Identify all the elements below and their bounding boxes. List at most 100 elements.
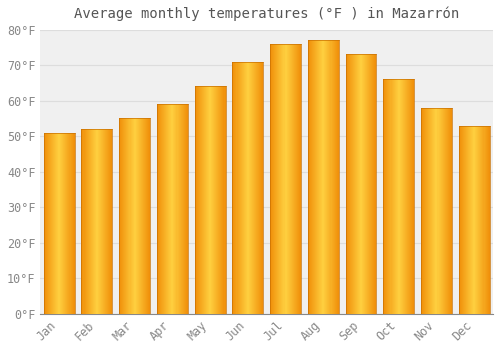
Bar [429, 108, 430, 314]
Bar [467, 126, 468, 314]
Bar [394, 79, 396, 314]
Bar [434, 108, 436, 314]
Bar [128, 118, 130, 314]
Bar [205, 86, 206, 314]
Bar [348, 55, 350, 314]
Bar [292, 44, 293, 314]
Bar [308, 40, 309, 314]
Bar [357, 55, 358, 314]
Bar [211, 86, 212, 314]
Bar [165, 104, 166, 314]
Bar [168, 104, 170, 314]
Bar [144, 118, 145, 314]
Bar [119, 118, 120, 314]
Bar [430, 108, 432, 314]
Bar [210, 86, 211, 314]
Bar [299, 44, 300, 314]
Bar [182, 104, 184, 314]
Bar [251, 62, 252, 314]
Bar [68, 133, 70, 314]
Bar [320, 40, 321, 314]
Bar [250, 62, 251, 314]
Bar [482, 126, 484, 314]
Bar [222, 86, 224, 314]
Bar [460, 126, 461, 314]
Bar [355, 55, 356, 314]
Bar [447, 108, 448, 314]
Bar [280, 44, 281, 314]
Bar [206, 86, 207, 314]
Bar [136, 118, 138, 314]
Bar [332, 40, 334, 314]
Bar [88, 129, 90, 314]
Bar [213, 86, 214, 314]
Bar [247, 62, 248, 314]
Bar [166, 104, 167, 314]
Bar [356, 55, 357, 314]
Bar [141, 118, 142, 314]
Bar [134, 118, 136, 314]
Bar [234, 62, 236, 314]
Bar [145, 118, 146, 314]
Bar [440, 108, 442, 314]
Bar [484, 126, 486, 314]
Bar [53, 133, 54, 314]
Bar [100, 129, 101, 314]
Bar [236, 62, 238, 314]
Bar [270, 44, 271, 314]
Bar [224, 86, 226, 314]
Bar [472, 126, 473, 314]
Bar [202, 86, 203, 314]
Bar [108, 129, 110, 314]
Bar [428, 108, 429, 314]
Bar [282, 44, 284, 314]
Bar [398, 79, 400, 314]
Bar [120, 118, 121, 314]
Bar [184, 104, 186, 314]
Bar [486, 126, 488, 314]
Bar [366, 55, 367, 314]
Bar [458, 126, 460, 314]
Bar [160, 104, 161, 314]
Bar [405, 79, 406, 314]
Bar [402, 79, 403, 314]
Bar [310, 40, 311, 314]
Bar [163, 104, 164, 314]
Bar [51, 133, 52, 314]
Bar [214, 86, 215, 314]
Bar [463, 126, 464, 314]
Bar [172, 104, 174, 314]
Bar [409, 79, 410, 314]
Bar [412, 79, 413, 314]
Bar [252, 62, 253, 314]
Bar [178, 104, 180, 314]
Bar [466, 126, 467, 314]
Bar [126, 118, 128, 314]
Bar [55, 133, 56, 314]
Bar [101, 129, 102, 314]
Bar [207, 86, 208, 314]
Bar [278, 44, 280, 314]
Bar [259, 62, 260, 314]
Bar [475, 126, 476, 314]
Bar [159, 104, 160, 314]
Bar [248, 62, 249, 314]
Bar [294, 44, 295, 314]
Bar [354, 55, 355, 314]
Bar [61, 133, 62, 314]
Bar [62, 133, 64, 314]
Bar [290, 44, 292, 314]
Bar [284, 44, 286, 314]
Bar [474, 126, 475, 314]
Bar [315, 40, 316, 314]
Bar [103, 129, 104, 314]
Bar [322, 40, 324, 314]
Bar [203, 86, 204, 314]
Bar [149, 118, 150, 314]
Bar [286, 44, 288, 314]
Bar [313, 40, 314, 314]
Bar [49, 133, 50, 314]
Bar [140, 118, 141, 314]
Bar [208, 86, 209, 314]
Bar [408, 79, 409, 314]
